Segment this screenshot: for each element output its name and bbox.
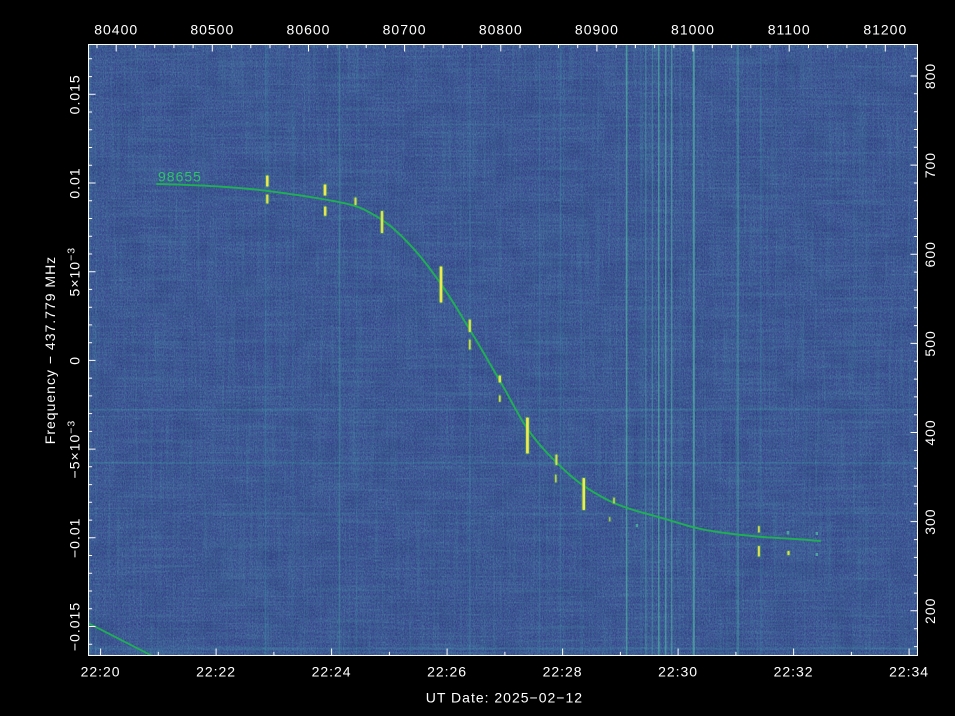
svg-text:80400: 80400 — [94, 22, 138, 38]
svg-text:22:28: 22:28 — [543, 663, 583, 679]
svg-text:22:20: 22:20 — [81, 663, 121, 679]
svg-text:22:30: 22:30 — [658, 663, 698, 679]
svg-text:400: 400 — [922, 419, 938, 445]
svg-text:0.015: 0.015 — [67, 74, 83, 114]
svg-text:81100: 81100 — [768, 22, 811, 38]
svg-text:22:26: 22:26 — [427, 663, 467, 679]
svg-text:500: 500 — [922, 330, 938, 356]
svg-text:98655: 98655 — [158, 169, 202, 185]
svg-text:800: 800 — [922, 63, 938, 89]
svg-text:−0.015: −0.015 — [67, 602, 83, 651]
svg-text:80800: 80800 — [479, 22, 523, 38]
svg-text:200: 200 — [922, 598, 938, 624]
svg-text:22:34: 22:34 — [889, 663, 929, 679]
svg-text:−5×10−3: −5×10−3 — [66, 420, 83, 479]
svg-text:300: 300 — [922, 508, 938, 534]
svg-text:700: 700 — [922, 152, 938, 178]
svg-text:0: 0 — [67, 356, 83, 365]
svg-text:80600: 80600 — [287, 22, 331, 38]
svg-text:80700: 80700 — [383, 22, 427, 38]
svg-text:Frequency − 437.779 MHz: Frequency − 437.779 MHz — [42, 256, 58, 444]
svg-text:600: 600 — [922, 241, 938, 267]
svg-text:81000: 81000 — [671, 22, 715, 38]
svg-text:−0.01: −0.01 — [67, 518, 83, 558]
svg-text:80900: 80900 — [575, 22, 619, 38]
svg-text:22:32: 22:32 — [774, 663, 814, 679]
svg-text:80500: 80500 — [190, 22, 234, 38]
svg-text:81200: 81200 — [863, 22, 907, 38]
svg-text:22:24: 22:24 — [312, 663, 352, 679]
svg-text:22:22: 22:22 — [196, 663, 236, 679]
svg-text:0.01: 0.01 — [67, 167, 83, 198]
svg-text:UT Date: 2025−02−12: UT Date: 2025−02−12 — [426, 690, 583, 706]
